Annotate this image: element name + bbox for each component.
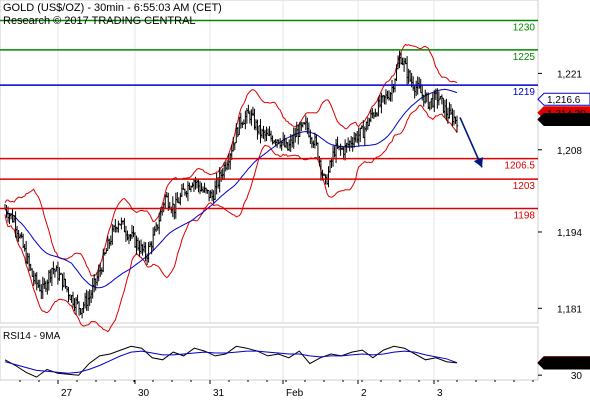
level-label-1198: 1198 xyxy=(513,210,535,221)
level-label-1203: 1203 xyxy=(513,181,536,192)
level-label-1230: 1230 xyxy=(513,23,536,34)
moving-average xyxy=(4,88,458,289)
price-price-tag-box-2 xyxy=(537,113,590,127)
forecast-arrow xyxy=(459,117,483,168)
x-tick-label-4: 2 xyxy=(361,388,367,399)
rsi-series-1 xyxy=(4,350,458,374)
bollinger-bands xyxy=(4,43,458,333)
x-tick-label-3: Feb xyxy=(286,388,304,399)
bollinger-upper xyxy=(4,43,458,277)
time-axis: 27 30 31 Feb 2 3 xyxy=(19,380,534,399)
x-tick-label-2: 31 xyxy=(213,388,225,399)
rsi-lines xyxy=(4,345,458,378)
y-tick-label-2: 1,194 xyxy=(557,228,582,239)
level-label-1219: 1219 xyxy=(513,87,536,98)
y-tick-label-1: 1,208 xyxy=(557,146,582,157)
rsi-price-tag-box-1 xyxy=(537,356,590,370)
bollinger-lower xyxy=(4,104,458,333)
y-tick-label-3: 1,181 xyxy=(557,304,582,315)
price-price-tag-label-0: 1,216.6 xyxy=(547,95,581,106)
levels: 1230 1225 1219 1206.5 1203 1198 xyxy=(0,19,538,221)
rsi-y-tick-label-0: 30 xyxy=(571,371,583,382)
rsi-price-tag-1: 42.7061 xyxy=(537,356,590,370)
price-price-tag-2: 1,213.15 xyxy=(537,113,590,127)
price-panel-frame xyxy=(0,0,539,324)
rsi-panel-frame xyxy=(0,326,539,381)
price-price-tag-0: 1,216.6 xyxy=(537,92,590,106)
x-tick-label-5: 3 xyxy=(437,388,443,399)
price-axis: 1,221 1,208 1,194 1,181 30 xyxy=(538,69,582,382)
level-label-1225: 1225 xyxy=(513,52,536,63)
copyright: Research © 2017 TRADING CENTRAL xyxy=(3,15,196,27)
price-price-tag-label-2: 1,213.15 xyxy=(547,116,586,127)
x-tick-label-1: 30 xyxy=(138,388,150,399)
y-tick-label-0: 1,221 xyxy=(557,69,582,80)
grid xyxy=(57,0,435,380)
forecast-line xyxy=(459,117,483,168)
price-price-tag-box-0 xyxy=(537,92,590,106)
candle xyxy=(455,115,459,133)
forecast-arrowhead xyxy=(473,157,483,168)
level-label-1206.5: 1206.5 xyxy=(504,161,535,172)
rsi-title: RSI14 - 9MA xyxy=(3,331,61,342)
rsi-price-tag-label-1: 42.7061 xyxy=(547,359,584,370)
chart-title: GOLD (US$/OZ) - 30min - 6:55:03 AM (CET) xyxy=(3,2,222,14)
x-tick-label-0: 27 xyxy=(61,388,73,399)
rsi-series-0 xyxy=(4,345,458,378)
candles xyxy=(3,50,459,319)
